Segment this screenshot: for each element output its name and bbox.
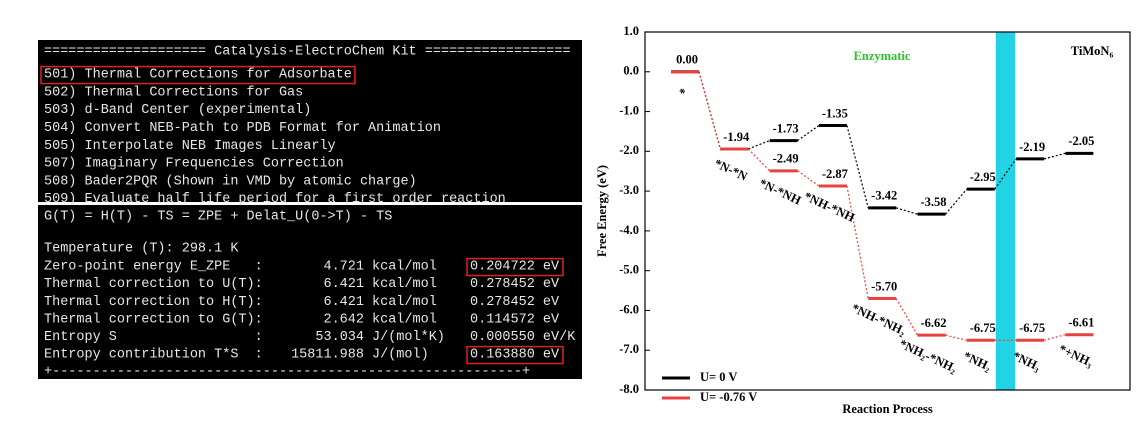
menu-item: 502) Thermal Corrections for Gas	[44, 85, 303, 100]
row-unit: J/(mol*K)	[372, 330, 445, 345]
row-unit: kcal/mol	[372, 277, 437, 292]
y-tick-label: -6.0	[619, 302, 639, 316]
menu-item: 507) Imaginary Frequencies Correction	[44, 157, 344, 172]
y-tick-label: -2.0	[619, 143, 639, 157]
value-label: -6.61	[1068, 316, 1094, 330]
row-value: 4.721	[323, 260, 364, 275]
legend-label: U= 0 V	[700, 370, 737, 384]
connector	[747, 148, 771, 172]
row-value: 2.642	[323, 312, 364, 327]
menu-item: 505) Interpolate NEB Images Linearly	[44, 139, 336, 154]
value-label: -6.62	[920, 316, 946, 330]
value-label: -3.58	[920, 195, 946, 209]
row-label: Thermal correction to H(T):	[44, 295, 263, 310]
y-tick-label: 0.0	[623, 64, 639, 78]
menu-item: 501) Thermal Corrections for Adsorbate	[44, 68, 352, 83]
y-tick-label: -4.0	[619, 223, 639, 237]
row-ev: 0.114572 eV	[470, 312, 560, 327]
value-label: -5.70	[871, 279, 897, 293]
y-tick-label: -7.0	[619, 342, 639, 356]
y-tick-label: -5.0	[619, 263, 639, 277]
value-label: -2.19	[1019, 140, 1045, 154]
y-tick-label: 1.0	[623, 24, 639, 38]
row-label: Zero-point energy E_ZPE :	[44, 260, 263, 275]
row-label: Entropy S :	[44, 330, 263, 345]
menu-item: 504) Convert NEB-Path to PDB Format for …	[44, 121, 441, 136]
row-value: 6.421	[323, 277, 364, 292]
x-tick-label: *NH₃	[1011, 349, 1043, 374]
connector	[895, 298, 919, 336]
connector	[846, 185, 869, 299]
formula: G(T) = H(T) - TS = ZPE + Delat_U(0->T) -…	[44, 210, 392, 225]
y-tick-label: -3.0	[619, 183, 639, 197]
y-axis-label: Free Energy (eV)	[595, 165, 609, 257]
connector	[797, 124, 820, 142]
value-label: -2.95	[970, 170, 996, 184]
connector	[748, 140, 770, 150]
connector	[1043, 152, 1066, 160]
x-tick-label: *+NH₃	[1057, 342, 1096, 370]
value-label: -1.73	[773, 121, 799, 135]
row-label: Thermal correction to G(T):	[44, 312, 263, 327]
row-label: Thermal correction to U(T):	[44, 277, 263, 292]
row-unit: J/(mol)	[372, 348, 429, 363]
connector	[1043, 334, 1066, 341]
row-ev: 0.204722 eV	[470, 260, 560, 275]
connector	[945, 188, 968, 215]
row-label: Entropy contribution T*S :	[44, 348, 263, 363]
row-ev: 0.000550 eV/K	[470, 330, 576, 345]
terminal-output-panel	[38, 205, 582, 379]
connector	[945, 334, 967, 341]
y-tick-label: -8.0	[619, 382, 639, 396]
value-label: -1.35	[822, 106, 848, 120]
row-ev: 0.278452 eV	[470, 295, 560, 310]
value-label: 0.00	[676, 53, 698, 67]
annotation: Enzymatic	[854, 49, 911, 63]
row-unit: kcal/mol	[372, 312, 437, 327]
value-label: -2.87	[822, 167, 848, 181]
terminal-footer: +---------------------------------------…	[44, 365, 530, 380]
row-value: 6.421	[323, 295, 364, 310]
plot-frame	[644, 31, 1131, 391]
value-label: -3.42	[871, 189, 897, 203]
value-label: -2.05	[1068, 134, 1094, 148]
x-tick-label: *N-*NH	[757, 176, 803, 208]
menu-item: 509) Evaluate half life period for a fir…	[44, 192, 506, 207]
value-label: -6.75	[1019, 321, 1045, 335]
chart-title: TiMoN₆	[1071, 44, 1114, 58]
menu-item: 508) Bader2PQR (Shown in VMD by atomic c…	[44, 174, 417, 189]
connector	[797, 170, 820, 187]
temperature: Temperature (T): 298.1 K	[44, 242, 239, 257]
menu-item: 503) d-Band Center (experimental)	[44, 103, 311, 118]
row-unit: kcal/mol	[372, 260, 437, 275]
highlight-box	[466, 257, 564, 277]
row-value: 53.034	[315, 330, 364, 345]
value-label: -1.94	[723, 130, 750, 144]
row-ev: 0.163880 eV	[470, 348, 560, 363]
x-tick-label: *N-*N	[712, 156, 749, 183]
row-value: 15811.988	[291, 348, 364, 363]
highlight-box	[466, 345, 564, 365]
connector	[846, 125, 869, 208]
row-unit: kcal/mol	[372, 295, 437, 310]
connector	[698, 71, 721, 150]
x-tick-label: *	[676, 85, 688, 100]
highlight-box	[40, 65, 356, 85]
y-tick-label: -1.0	[619, 103, 639, 117]
connector	[896, 207, 918, 215]
x-tick-label: *NH-*NH₂	[849, 301, 908, 338]
terminal-header: ==================== Catalysis-ElectroCh…	[44, 45, 571, 60]
value-label: -6.75	[970, 321, 996, 335]
row-ev: 0.278452 eV	[470, 277, 560, 292]
x-axis-label: Reaction Process	[842, 402, 933, 416]
x-tick-label: *NH₂	[961, 349, 993, 374]
legend-label: U= -0.76 V	[700, 390, 757, 404]
x-tick-label: *NH₂-*NH₂	[897, 337, 959, 376]
value-label: -2.49	[773, 152, 799, 166]
highlight-band	[995, 32, 1016, 390]
